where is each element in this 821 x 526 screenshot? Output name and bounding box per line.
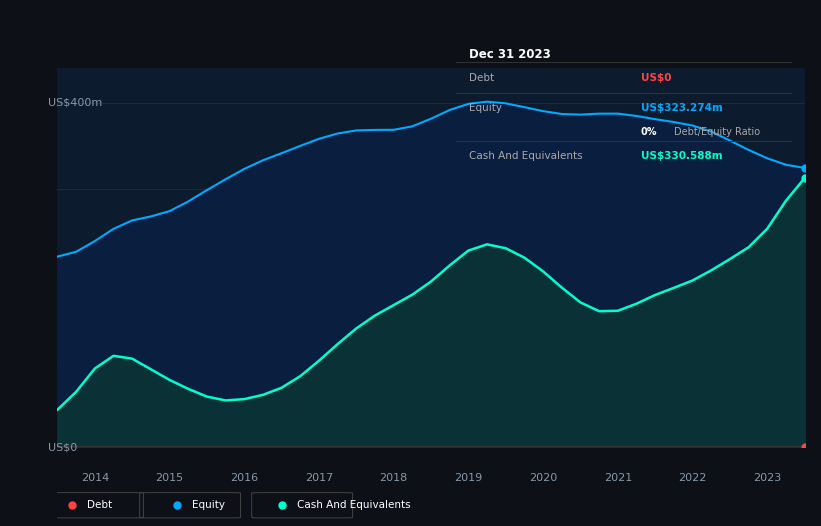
Text: 2023: 2023 xyxy=(753,473,782,483)
Text: 0%: 0% xyxy=(641,127,658,137)
Text: Dec 31 2023: Dec 31 2023 xyxy=(469,48,551,61)
Text: Debt: Debt xyxy=(469,73,494,83)
Text: US$330.588m: US$330.588m xyxy=(641,150,722,160)
Text: Equity: Equity xyxy=(192,500,225,510)
Text: 2017: 2017 xyxy=(305,473,333,483)
Text: US$0: US$0 xyxy=(641,73,672,83)
Text: US$0: US$0 xyxy=(48,442,77,452)
Text: US$400m: US$400m xyxy=(48,98,103,108)
Text: 2021: 2021 xyxy=(603,473,632,483)
Text: Equity: Equity xyxy=(469,103,502,113)
Text: Debt: Debt xyxy=(87,500,112,510)
Text: Cash And Equivalents: Cash And Equivalents xyxy=(469,150,583,160)
Text: 2019: 2019 xyxy=(454,473,483,483)
Text: 2020: 2020 xyxy=(529,473,557,483)
Text: 2018: 2018 xyxy=(379,473,408,483)
Text: 2016: 2016 xyxy=(230,473,259,483)
Text: 2014: 2014 xyxy=(80,473,109,483)
Text: US$323.274m: US$323.274m xyxy=(641,103,722,113)
Text: Cash And Equivalents: Cash And Equivalents xyxy=(296,500,410,510)
Text: Debt/Equity Ratio: Debt/Equity Ratio xyxy=(675,127,760,137)
Text: 2022: 2022 xyxy=(678,473,707,483)
Text: 2015: 2015 xyxy=(155,473,184,483)
